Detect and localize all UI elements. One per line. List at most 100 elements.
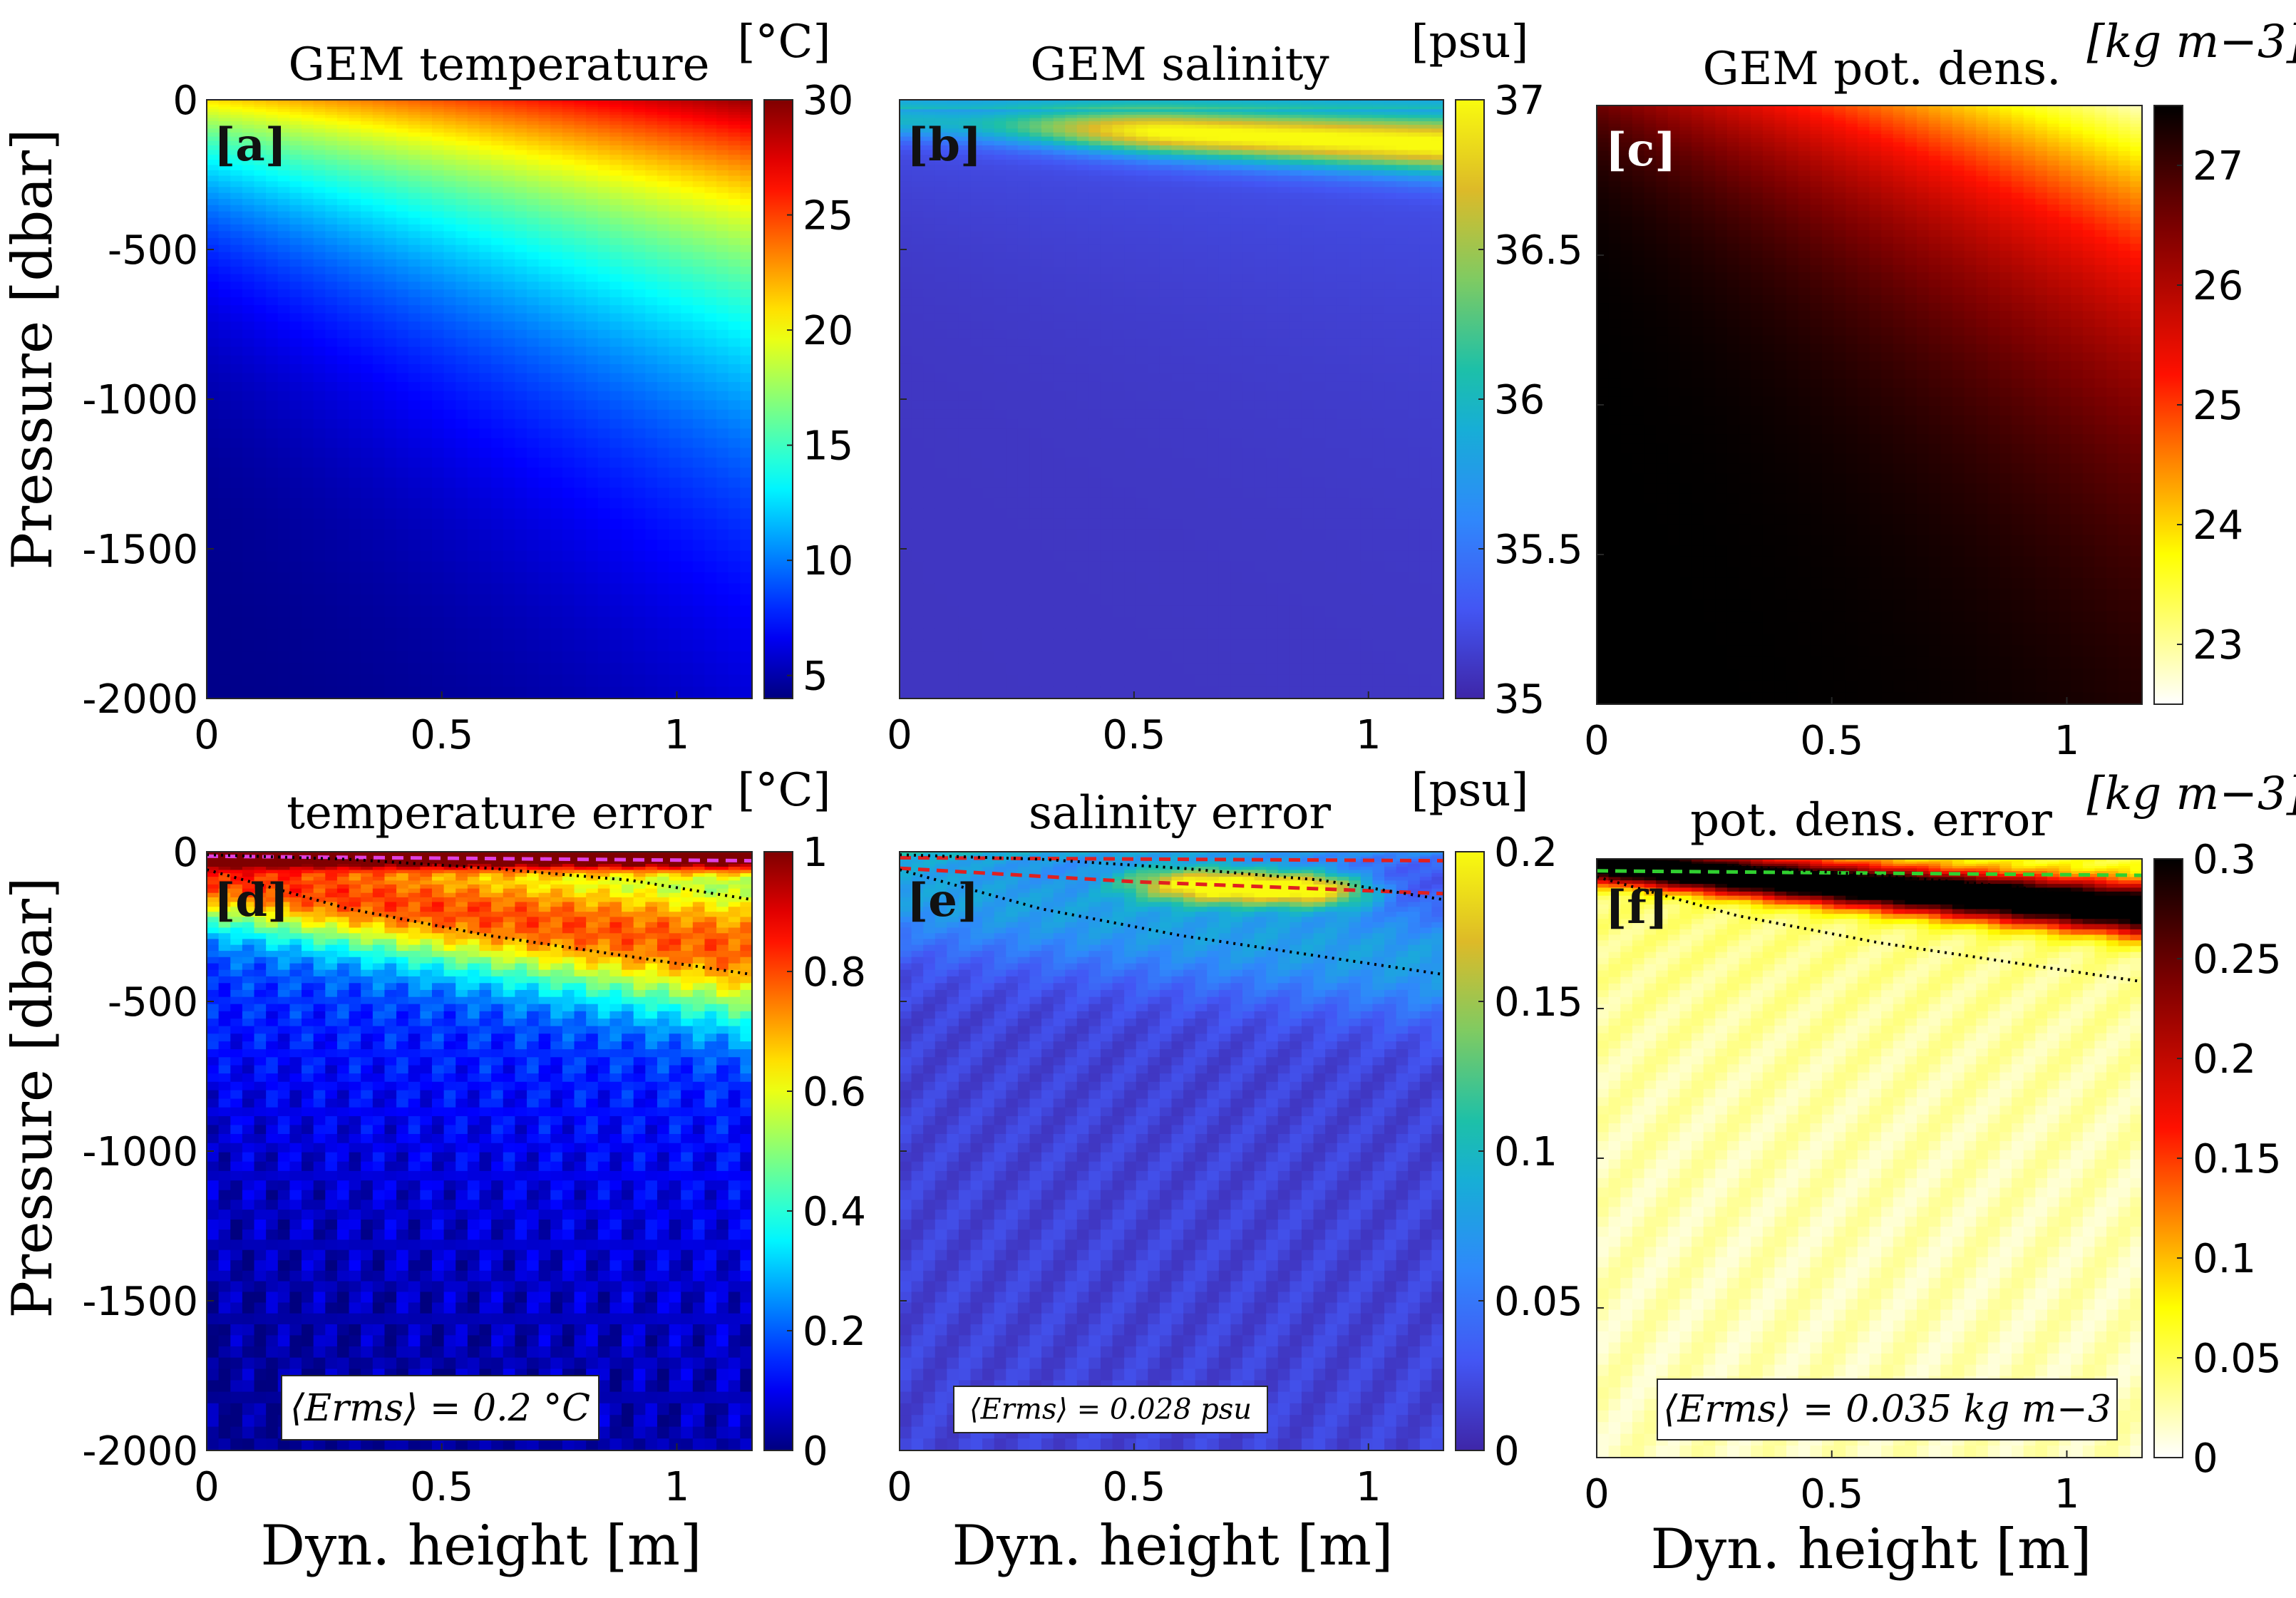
heatmap-cell: [970, 428, 983, 439]
heatmap-cell: [911, 155, 924, 161]
heatmap-cell: [669, 150, 682, 156]
heatmap-cell: [455, 321, 468, 331]
heatmap-cell: [503, 224, 516, 232]
heatmap-cell: [207, 118, 220, 122]
heatmap-cell: [1053, 329, 1066, 339]
heatmap-cell: [622, 381, 634, 392]
heatmap-cell: [1006, 605, 1019, 618]
heatmap-cell: [669, 458, 682, 468]
heatmap-cell: [597, 498, 611, 509]
heatmap-cell: [681, 187, 694, 194]
heatmap-cell: [692, 297, 706, 306]
heatmap-cell: [277, 112, 291, 115]
heatmap-cell: [491, 561, 504, 573]
heatmap-cell: [947, 540, 959, 552]
heatmap-cell: [527, 428, 540, 439]
heatmap-cell: [491, 175, 504, 182]
heatmap-cell: [527, 187, 540, 194]
heatmap-cell: [467, 305, 480, 314]
heatmap-cell: [1029, 211, 1042, 219]
heatmap-cell: [503, 305, 516, 314]
heatmap-cell: [597, 478, 611, 489]
heatmap-cell: [207, 305, 220, 314]
heatmap-cell: [230, 305, 243, 314]
heatmap-cell: [361, 364, 374, 374]
heatmap-cell: [574, 381, 587, 392]
heatmap-cell: [1017, 267, 1031, 275]
heatmap-cell: [277, 231, 291, 239]
heatmap-cell: [947, 211, 959, 219]
heatmap-cell: [242, 145, 255, 151]
heatmap-cell: [277, 136, 291, 142]
heatmap-cell: [728, 498, 741, 509]
heatmap-cell: [728, 217, 741, 225]
heatmap-cell: [431, 150, 445, 156]
heatmap-cell: [384, 313, 397, 322]
heatmap-cell: [1041, 103, 1054, 105]
heatmap-cell: [911, 259, 924, 267]
heatmap-cell: [431, 583, 445, 595]
heatmap-cell: [597, 313, 611, 322]
heatmap-cell: [586, 529, 599, 541]
heatmap-cell: [254, 438, 267, 449]
heatmap-cell: [207, 628, 220, 641]
heatmap-cell: [923, 583, 936, 595]
heatmap-cell: [455, 289, 468, 298]
heatmap-cell: [336, 498, 350, 509]
heatmap-cell: [372, 305, 386, 314]
heatmap-cell: [242, 400, 255, 411]
heatmap-cell: [982, 140, 995, 146]
heatmap-cell: [408, 529, 421, 541]
heatmap-cell: [443, 594, 457, 607]
heatmap-cell: [923, 651, 936, 664]
heatmap-cell: [431, 488, 445, 499]
heatmap-cell: [609, 244, 622, 253]
heatmap-cell: [911, 498, 924, 509]
heatmap-cell: [515, 628, 527, 641]
heatmap-cell: [900, 224, 912, 232]
heatmap-cell: [947, 274, 959, 283]
heatmap-cell: [349, 418, 361, 430]
heatmap-cell: [207, 274, 220, 283]
heatmap-cell: [372, 282, 386, 290]
heatmap-cell: [431, 282, 445, 290]
heatmap-cell: [728, 428, 741, 439]
heatmap-cell: [277, 101, 291, 104]
heatmap-cell: [947, 140, 959, 146]
heatmap-cell: [1041, 321, 1054, 331]
heatmap-cell: [230, 199, 243, 206]
heatmap-cell: [982, 400, 995, 411]
heatmap-cell: [681, 458, 694, 468]
heatmap-cell: [266, 140, 279, 146]
heatmap-cell: [970, 488, 983, 499]
heatmap-cell: [692, 155, 706, 161]
heatmap-cell: [503, 132, 516, 138]
heatmap-cell: [455, 100, 468, 103]
heatmap-cell: [681, 282, 694, 290]
heatmap-cell: [336, 355, 350, 365]
heatmap-cell: [431, 400, 445, 411]
heatmap-cell: [1006, 583, 1019, 595]
heatmap-cell: [1076, 605, 1090, 618]
heatmap-cell: [970, 211, 983, 219]
heatmap-cell: [230, 170, 243, 177]
heatmap-cell: [1006, 205, 1019, 212]
heatmap-cell: [479, 140, 492, 146]
heatmap-cell: [277, 594, 291, 607]
heatmap-cell: [325, 498, 338, 509]
heatmap-cell: [443, 170, 457, 177]
heatmap-cell: [384, 267, 397, 275]
heatmap-cell: [242, 252, 255, 260]
heatmap-cell: [455, 121, 468, 125]
heatmap-cell: [349, 106, 361, 110]
heatmap-cell: [1041, 125, 1054, 130]
heatmap-cell: [728, 478, 741, 489]
heatmap-cell: [1053, 170, 1066, 177]
heatmap-cell: [1006, 488, 1019, 499]
heatmap-cell: [958, 244, 972, 253]
heatmap-cell: [218, 381, 232, 392]
heatmap-cell: [479, 103, 492, 105]
heatmap-cell: [586, 468, 599, 478]
heatmap-cell: [597, 686, 611, 699]
heatmap-cell: [242, 355, 255, 365]
